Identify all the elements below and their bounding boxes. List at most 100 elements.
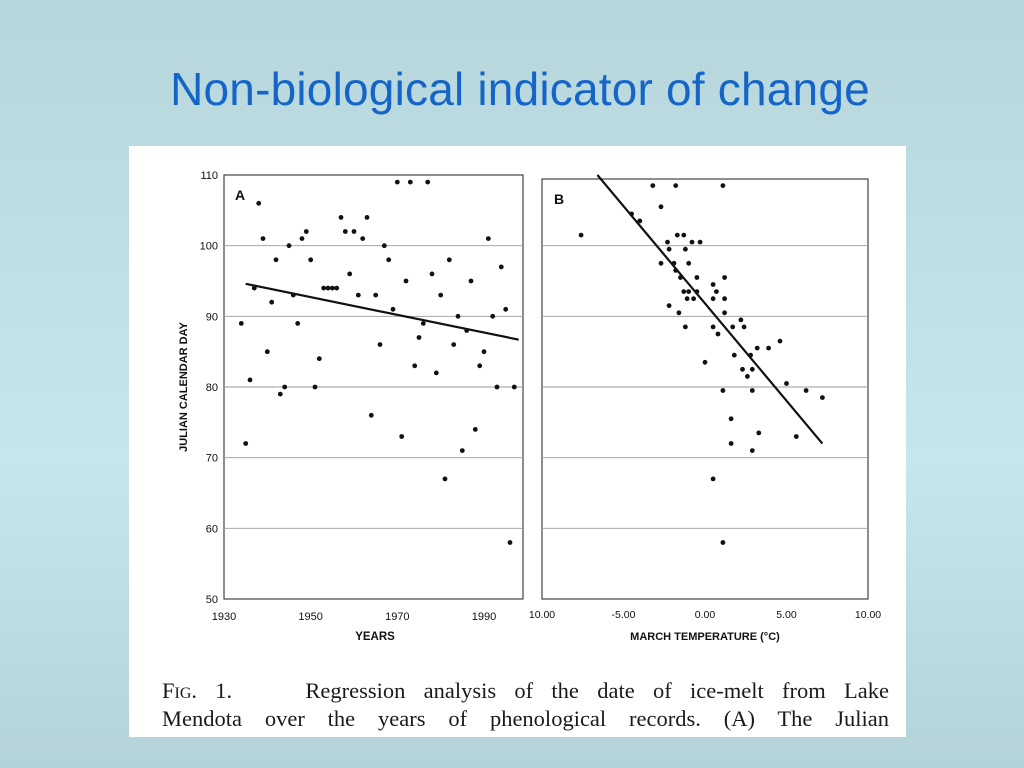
data-point-a xyxy=(377,342,383,347)
data-point-b xyxy=(629,211,634,217)
data-point-b xyxy=(694,289,700,294)
data-point-b xyxy=(715,331,721,337)
slide-title: Non-biological indicator of change xyxy=(170,63,870,115)
data-point-b xyxy=(720,388,726,393)
data-point-b xyxy=(766,345,771,351)
data-point-a xyxy=(334,285,340,291)
data-point-a xyxy=(412,363,418,369)
y-axis-title: JULIAN CALENDAR DAY xyxy=(178,321,190,451)
data-point-a xyxy=(286,243,292,249)
caption-fig-label: Fig. 1. xyxy=(162,678,233,703)
data-point-b xyxy=(681,289,687,294)
data-point-a xyxy=(498,264,504,270)
data-point-a xyxy=(299,236,305,241)
data-point-a xyxy=(256,200,262,206)
regression-line-a xyxy=(245,282,519,341)
data-point-a xyxy=(446,257,452,263)
data-point-a xyxy=(407,179,413,185)
figure-image: 110 100 90 80 70 60 50 1930 1950 1970 1990 10.00 -5.… xyxy=(129,146,906,737)
data-point-a xyxy=(459,448,465,453)
data-point-a xyxy=(425,179,431,185)
data-point-b xyxy=(784,381,789,386)
y-tick-label: 80 xyxy=(206,382,218,394)
data-point-b xyxy=(673,183,679,188)
data-point-b xyxy=(691,296,696,302)
data-point-b xyxy=(681,232,687,238)
data-point-a xyxy=(386,257,392,263)
data-point-b xyxy=(777,338,783,344)
data-point-b xyxy=(749,388,755,393)
data-point-a xyxy=(403,278,409,284)
data-point-a xyxy=(442,476,448,482)
data-point-a xyxy=(373,292,379,298)
data-point-b xyxy=(722,296,727,302)
figure-caption: Fig. 1. Regression analysis of the date … xyxy=(162,677,889,733)
data-point-b xyxy=(710,282,716,287)
x-tick-label-b: 0.00 xyxy=(695,609,716,621)
data-point-a xyxy=(507,540,513,545)
data-point-b xyxy=(820,395,825,400)
data-point-b xyxy=(689,239,695,245)
data-point-b xyxy=(666,246,672,252)
data-point-a xyxy=(260,236,266,241)
y-tick-label: 110 xyxy=(200,170,218,182)
data-point-a xyxy=(511,384,517,390)
data-point-a xyxy=(238,321,244,326)
data-point-a xyxy=(485,236,491,241)
data-point-a xyxy=(490,313,496,319)
x-tick-label-a: 1990 xyxy=(472,611,496,623)
figure-svg: 110 100 90 80 70 60 50 1930 1950 1970 1990 10.00 -5.… xyxy=(178,170,881,643)
data-point-b xyxy=(803,388,809,393)
data-point-a xyxy=(243,441,249,446)
data-point-a xyxy=(477,363,483,369)
data-point-b xyxy=(658,204,664,210)
data-point-a xyxy=(394,179,400,185)
data-point-b xyxy=(756,430,762,436)
data-point-b xyxy=(745,374,750,379)
data-point-b xyxy=(710,324,716,330)
data-point-b xyxy=(710,296,716,302)
data-point-a xyxy=(494,384,500,390)
data-point-b xyxy=(710,476,716,482)
data-point-a xyxy=(364,215,370,220)
data-point-a xyxy=(390,306,396,312)
data-point-b xyxy=(749,448,755,453)
data-point-a xyxy=(399,434,405,439)
data-point-b xyxy=(741,324,747,330)
data-point-a xyxy=(451,342,457,347)
x-axis-title-b: MARCH TEMPERATURE (°C) xyxy=(630,631,780,643)
x-tick-label-b: -5.00 xyxy=(612,609,636,621)
data-point-b xyxy=(694,275,700,280)
y-tick-label: 50 xyxy=(206,594,218,606)
data-point-b xyxy=(748,352,753,358)
data-point-a xyxy=(360,236,366,241)
data-point-a xyxy=(269,299,275,305)
data-point-b xyxy=(686,260,692,266)
x-tick-label-a: 1970 xyxy=(385,611,409,623)
data-point-a xyxy=(481,349,487,355)
data-point-b xyxy=(754,345,760,351)
panel-b-label: B xyxy=(554,191,564,207)
data-point-a xyxy=(381,243,387,249)
data-point-b xyxy=(702,359,708,365)
data-point-b xyxy=(730,324,736,330)
data-point-a xyxy=(312,384,318,390)
x-axis-title-a: YEARS xyxy=(355,631,395,643)
data-point-a xyxy=(438,292,444,298)
data-point-a xyxy=(355,292,361,298)
data-point-b xyxy=(720,540,726,545)
data-point-a xyxy=(247,377,253,383)
data-point-a xyxy=(338,215,344,220)
panel-b-frame xyxy=(541,178,869,600)
data-point-b xyxy=(740,366,745,372)
data-point-b xyxy=(671,260,677,266)
caption-line-2: Mendota over the years of phenological r… xyxy=(162,706,889,731)
data-point-b xyxy=(722,310,727,316)
data-point-a xyxy=(321,285,327,291)
y-tick-label: 70 xyxy=(206,453,218,465)
data-point-a xyxy=(468,278,474,284)
data-point-b xyxy=(678,275,683,280)
data-point-b xyxy=(749,366,755,372)
x-tick-label-a: 1930 xyxy=(212,611,236,623)
data-point-b xyxy=(578,232,584,238)
